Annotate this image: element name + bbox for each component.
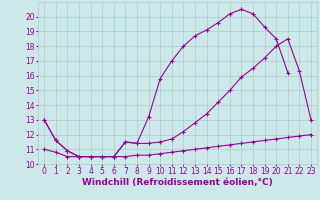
X-axis label: Windchill (Refroidissement éolien,°C): Windchill (Refroidissement éolien,°C) (82, 178, 273, 187)
